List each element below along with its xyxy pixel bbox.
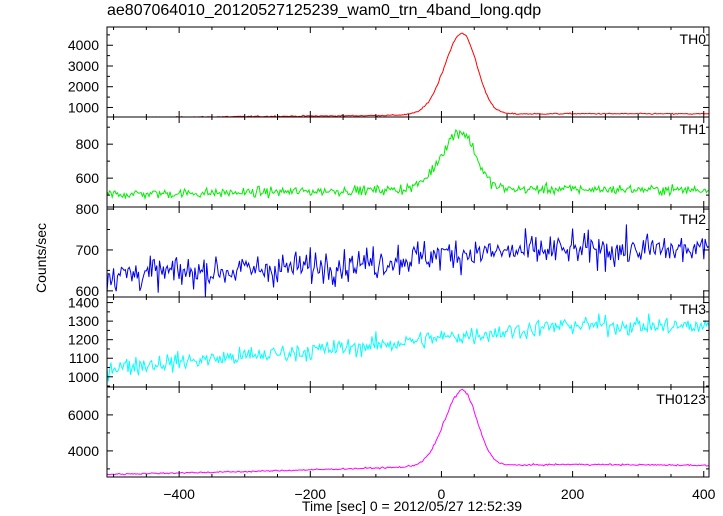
- y-tick-label: 1200: [68, 332, 99, 348]
- y-tick-label: 1300: [68, 313, 99, 329]
- series-th0123: [107, 388, 709, 476]
- y-tick-label: 600: [76, 170, 100, 186]
- y-tick-label: 4000: [68, 37, 99, 53]
- panel-frame: [106, 296, 710, 388]
- y-tick-label: 700: [76, 242, 100, 258]
- panel-th0123: 4000 6000 TH0123: [68, 386, 710, 478]
- panel-th3: 1000 1100 1200 1300 1400 TH3: [68, 295, 710, 388]
- panel-label-th3: TH3: [680, 301, 707, 317]
- panels-layer: 1000 2000 3000 4000 TH0 600 800 TH1 600 700 800 TH2…: [68, 26, 710, 478]
- panel-frame: [106, 116, 710, 208]
- y-tick-label: 2000: [68, 79, 99, 95]
- series-th3: [107, 313, 709, 382]
- y-tick-label: 1000: [68, 369, 99, 385]
- x-tick-label: 200: [561, 486, 585, 502]
- chart-title: ae807064010_20120527125239_wam0_trn_4ban…: [107, 2, 542, 19]
- x-axis: −400 −200 0 200 400: [163, 486, 715, 502]
- y-tick-label: 6000: [68, 407, 99, 423]
- x-tick-label: −400: [163, 486, 195, 502]
- y-tick-label: 3000: [68, 58, 99, 74]
- y-tick-label: 600: [76, 283, 100, 299]
- y-tick-label: 1000: [68, 99, 99, 115]
- panel-frame: [106, 206, 710, 298]
- series-th0: [107, 32, 709, 117]
- y-axis-label: Counts/sec: [33, 223, 49, 293]
- x-tick-label: 400: [692, 486, 716, 502]
- series-th2: [107, 224, 709, 297]
- y-tick-label: 800: [76, 136, 100, 152]
- panel-th0: 1000 2000 3000 4000 TH0: [68, 26, 710, 118]
- y-tick-label: 4000: [68, 443, 99, 459]
- panel-label-th1: TH1: [680, 121, 707, 137]
- x-axis-label: Time [sec] 0 = 2012/05/27 12:52:39: [302, 498, 522, 514]
- panel-label-th0123: TH0123: [656, 391, 706, 407]
- panel-frame: [106, 26, 710, 118]
- panel-th1: 600 800 TH1: [76, 116, 710, 208]
- y-tick-label: 800: [76, 201, 100, 217]
- y-tick-label: 1100: [69, 350, 99, 366]
- x-tick-label: 0: [438, 486, 446, 502]
- y-tick-label: 1400: [68, 295, 99, 311]
- panel-frame: [106, 386, 710, 478]
- x-tick-label: −200: [295, 486, 327, 502]
- series-th1: [107, 128, 709, 201]
- panel-th2: 600 700 800 TH2: [76, 201, 710, 299]
- panel-label-th2: TH2: [680, 211, 707, 227]
- panel-label-th0: TH0: [680, 31, 707, 47]
